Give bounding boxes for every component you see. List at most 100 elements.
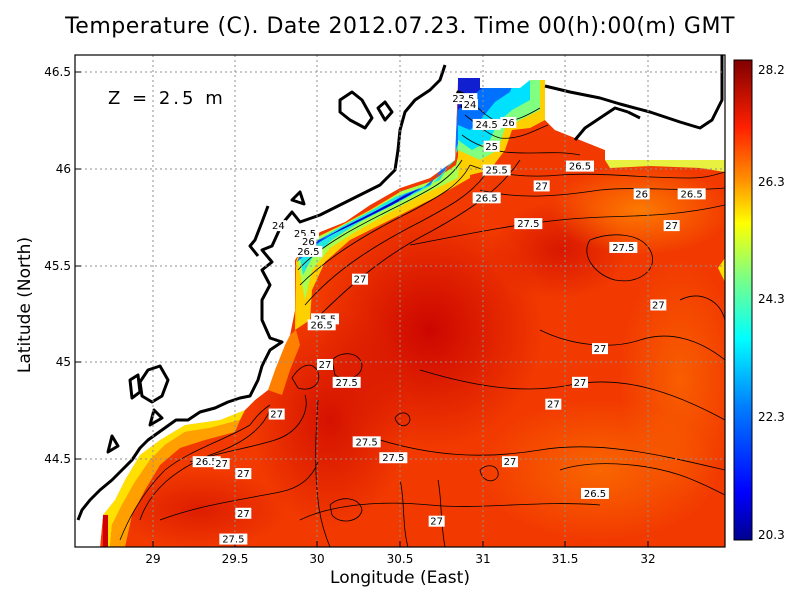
contour-label-box — [472, 192, 501, 204]
x-tick-labels: 29 29.5 30 30.5 31 31.5 32 — [145, 552, 655, 566]
y-tick-label: 46.5 — [44, 65, 71, 79]
x-tick-label: 32 — [640, 552, 655, 566]
contour-label-text: 25 — [485, 142, 498, 153]
contour-label-text: 26.5 — [476, 193, 498, 204]
colorbar-label: 24.3 — [758, 292, 785, 306]
contour-label: 24 — [270, 220, 287, 232]
contour-label-text: 24 — [464, 100, 477, 111]
contour-label-text: 27 — [430, 517, 443, 528]
contour-label-box — [192, 456, 221, 468]
contour-label-text: 27.5 — [517, 219, 539, 230]
contour-label: 27.5 — [379, 452, 408, 464]
contour-label-text: 26.5 — [584, 489, 606, 500]
contour-label: 26.5 — [472, 192, 501, 204]
contour-label-box — [332, 376, 361, 388]
contour-label: 26.5 — [192, 456, 221, 468]
contour-label-text: 26 — [302, 237, 315, 248]
contour-label: 25.5 — [482, 164, 511, 177]
contour-label-text: 24.5 — [476, 120, 498, 131]
contour-label-text: 26.5 — [311, 320, 333, 331]
contour-label-text: 27 — [547, 400, 560, 411]
contour-label-text: 27 — [535, 181, 548, 192]
contour-label-box — [663, 220, 680, 232]
y-tick-labels: 44.5 45 45.5 46 46.5 — [44, 65, 71, 466]
contour-label-text: 27 — [652, 300, 665, 311]
contour-label-text: 26 — [635, 189, 648, 200]
contour-label-text: 25.5 — [294, 229, 316, 240]
contour-label: 26 — [633, 188, 650, 200]
contour-label-box — [462, 99, 478, 111]
contour-label-box — [482, 164, 511, 176]
contour-label-text: 27 — [319, 360, 332, 371]
contour-label: 26 — [500, 116, 517, 129]
contour-label: 25 — [483, 140, 500, 153]
contour-labels: 23.52424.5262525.526.5272626.526.527.527… — [192, 93, 706, 546]
contour-label-box — [650, 299, 667, 311]
x-tick-label: 31 — [475, 552, 490, 566]
contour-label: 27 — [235, 468, 252, 480]
contour-label: 24 — [462, 99, 478, 111]
contour-label-box — [294, 245, 323, 257]
colorbar-label: 28.2 — [758, 63, 785, 77]
contour-label-text: 26.5 — [196, 457, 218, 468]
contour-label: 27.5 — [352, 436, 381, 448]
contour-label-box — [352, 273, 368, 285]
contour-label: 27 — [592, 343, 608, 355]
contour-label: 27.5 — [514, 218, 543, 230]
y-tick-label: 45 — [56, 355, 71, 369]
contour-label-box — [352, 436, 381, 448]
contour-label-box — [235, 507, 252, 519]
contour-label-box — [311, 313, 339, 325]
y-axis-label: Latitude (North) — [15, 236, 35, 374]
contour-label-box — [609, 241, 638, 253]
contour-label-box — [219, 533, 248, 545]
contour-label: 26.5 — [581, 487, 609, 500]
contour-label: 27 — [502, 456, 518, 468]
contour-label: 27 — [533, 180, 550, 192]
contour-label-box — [545, 398, 562, 410]
contour-label-box — [502, 456, 518, 468]
contour-label: 26.5 — [677, 188, 706, 200]
contour-label-box — [268, 408, 285, 420]
contour-label: 27 — [428, 515, 445, 528]
contour-label: 27 — [663, 220, 680, 232]
x-tick-label: 30.5 — [387, 552, 414, 566]
contour-label-box — [428, 515, 445, 527]
contour-label-text: 27 — [270, 410, 283, 421]
contour-label-text: 24 — [272, 221, 285, 232]
contour-label-text: 27.5 — [612, 243, 634, 254]
contour-label-box — [449, 93, 478, 105]
contour-label-box — [483, 140, 500, 152]
contour-label-box — [300, 235, 317, 247]
land-mass — [75, 55, 725, 547]
x-tick-label: 29 — [145, 552, 160, 566]
contour-label-box — [633, 188, 650, 200]
contour-label-text: 27.5 — [336, 378, 358, 389]
contour-label-text: 27.5 — [356, 437, 378, 448]
colorbar-labels: 28.2 26.3 24.3 22.3 20.3 — [758, 63, 785, 542]
tick-marks — [75, 71, 649, 547]
contour-label: 27.5 — [219, 533, 248, 546]
contour-label: 27 — [235, 507, 252, 520]
contour-label: 27 — [268, 408, 285, 421]
contour-label-box — [472, 118, 501, 130]
y-tick-label: 44.5 — [44, 452, 71, 466]
x-axis-label: Longitude (East) — [330, 568, 470, 588]
contour-label-text: 27 — [237, 509, 250, 520]
contour-label: 24.5 — [472, 118, 501, 131]
contour-label-text: 27 — [504, 457, 517, 468]
contour-label-box — [566, 160, 594, 172]
contour-label-box — [307, 319, 336, 331]
contour-label-box — [213, 458, 230, 470]
contour-label: 27 — [213, 458, 230, 470]
contour-label-box — [514, 218, 543, 230]
contour-label: 27 — [317, 358, 333, 371]
contour-label-box — [592, 343, 608, 355]
contour-label-text: 26.5 — [681, 189, 703, 200]
contour-label: 26 — [300, 235, 317, 248]
y-tick-label: 46 — [56, 162, 71, 176]
depth-label: Z = 2.5 m — [108, 88, 226, 109]
contour-label-text: 27 — [665, 221, 678, 232]
contour-label-text: 27 — [215, 459, 228, 470]
